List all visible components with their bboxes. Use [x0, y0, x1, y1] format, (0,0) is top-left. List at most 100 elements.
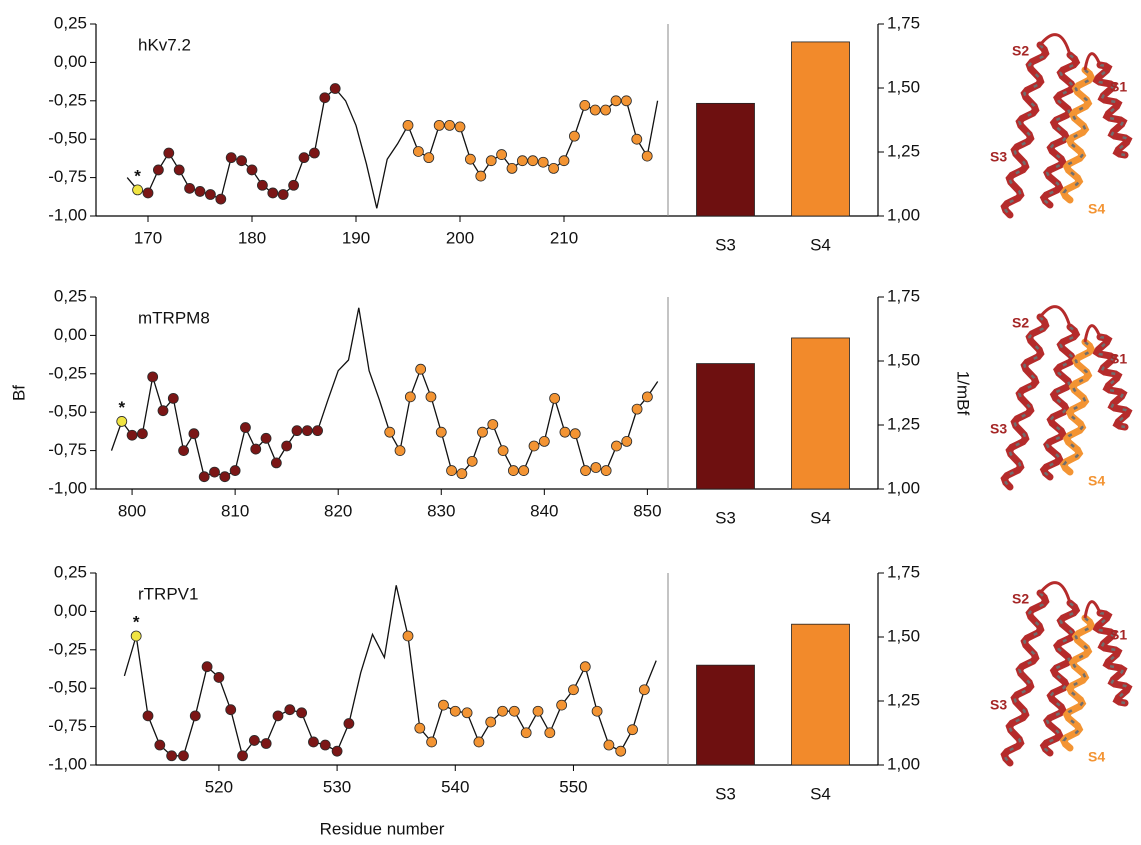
residue-point	[591, 462, 601, 472]
x-tick-label: 830	[427, 501, 455, 520]
residue-point	[545, 728, 555, 738]
y-tick-label: 0,00	[54, 601, 87, 620]
y-tick-label: -0,75	[48, 716, 87, 735]
panel-title: hKv7.2	[138, 35, 191, 54]
panel-title: mTRPM8	[138, 308, 210, 327]
annotation: *	[118, 398, 125, 417]
residue-point	[416, 364, 426, 374]
y2-tick-label: 1,00	[887, 754, 920, 773]
residue-point	[403, 120, 413, 130]
structure-label: S4	[1088, 749, 1105, 765]
y-tick-label: -1,00	[48, 754, 87, 773]
x-tick-label: 200	[446, 228, 474, 247]
x-tick-label: 530	[323, 777, 351, 796]
residue-point	[498, 706, 508, 716]
y-tick-label: -0,25	[48, 90, 87, 109]
residue-point	[230, 466, 240, 476]
x-axis-label: Residue number	[320, 819, 445, 838]
residue-point	[465, 154, 475, 164]
residue-point	[533, 706, 543, 716]
x-tick-label: 850	[633, 501, 661, 520]
x-tick-label: 820	[324, 501, 352, 520]
residue-point	[216, 194, 226, 204]
residue-point	[133, 185, 143, 195]
residue-point	[521, 728, 531, 738]
annotation: *	[134, 166, 141, 185]
y2-axis-label: 1/mBf	[954, 371, 973, 416]
residue-point	[560, 427, 570, 437]
residue-point	[581, 466, 591, 476]
residue-point	[285, 705, 295, 715]
residue-point	[395, 446, 405, 456]
residue-point	[167, 751, 177, 761]
residue-point	[642, 151, 652, 161]
residue-point	[486, 156, 496, 166]
x-tick-label: 800	[118, 501, 146, 520]
structure-label: S4	[1088, 473, 1105, 489]
x-tick-label: 190	[342, 228, 370, 247]
x-tick-label: S3	[715, 784, 736, 803]
residue-point	[164, 148, 174, 158]
x-tick-label: S4	[810, 508, 831, 527]
y-axis-label: Bf	[9, 385, 28, 401]
profile-line	[112, 308, 658, 477]
residue-point	[344, 719, 354, 729]
residue-point	[486, 717, 496, 727]
structure-label: S1	[1110, 627, 1127, 643]
residue-point	[424, 153, 434, 163]
residue-point	[178, 751, 188, 761]
residue-point	[137, 429, 147, 439]
residue-point	[278, 189, 288, 199]
residue-point	[202, 662, 212, 672]
residue-point	[508, 466, 518, 476]
residue-point	[601, 105, 611, 115]
bar	[792, 42, 850, 216]
residue-point	[117, 416, 127, 426]
residue-point	[205, 189, 215, 199]
structure-label: S3	[990, 697, 1007, 713]
structure-label: S1	[1110, 79, 1127, 95]
residue-point	[240, 423, 250, 433]
y2-tick-label: 1,50	[887, 77, 920, 96]
bar	[792, 624, 850, 765]
x-tick-label: 540	[441, 777, 469, 796]
residue-point	[611, 441, 621, 451]
y-tick-label: -0,75	[48, 440, 87, 459]
y2-tick-label: 1,25	[887, 690, 920, 709]
residue-point	[427, 737, 437, 747]
residue-point	[509, 706, 519, 716]
residue-point	[616, 746, 626, 756]
residue-point	[413, 146, 423, 156]
y2-tick-label: 1,25	[887, 141, 920, 160]
residue-point	[632, 134, 642, 144]
y-tick-label: -0,50	[48, 129, 87, 148]
residue-point	[457, 469, 467, 479]
residue-point	[447, 466, 457, 476]
y-tick-label: -0,25	[48, 363, 87, 382]
x-tick-label: S3	[715, 508, 736, 527]
y2-tick-label: 1,25	[887, 414, 920, 433]
y2-tick-label: 1,50	[887, 626, 920, 645]
residue-point	[268, 188, 278, 198]
residue-point	[642, 392, 652, 402]
residue-point	[580, 100, 590, 110]
x-tick-label: S4	[810, 235, 831, 254]
x-tick-label: S4	[810, 784, 831, 803]
residue-point	[467, 456, 477, 466]
structure: S2S1S3S4	[990, 583, 1128, 765]
residue-point	[550, 393, 560, 403]
y2-tick-label: 1,75	[887, 13, 920, 32]
y-tick-label: -0,75	[48, 167, 87, 186]
structure-label: S3	[990, 149, 1007, 165]
x-tick-label: 210	[550, 228, 578, 247]
residue-point	[271, 458, 281, 468]
residue-point	[528, 156, 538, 166]
residue-point	[195, 186, 205, 196]
bar	[792, 338, 850, 489]
residue-point	[434, 120, 444, 130]
residue-point	[476, 171, 486, 181]
y2-tick-label: 1,75	[887, 562, 920, 581]
residue-point	[403, 631, 413, 641]
helix	[1004, 593, 1045, 763]
residue-point	[143, 711, 153, 721]
